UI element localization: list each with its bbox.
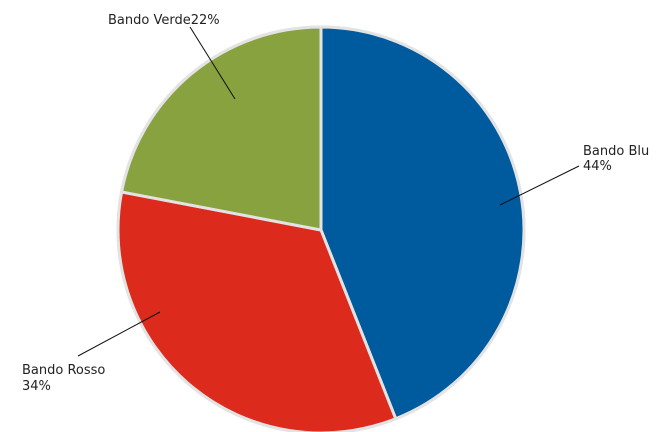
label-group-blu: Bando Blu 44% xyxy=(499,144,649,206)
slice-value-rosso: 34% xyxy=(22,379,51,394)
pie-slice-bando-verde xyxy=(120,25,323,232)
pie-slice-bando-blu xyxy=(319,25,526,421)
leader-line-rosso xyxy=(77,311,161,357)
leader-line-verde xyxy=(189,26,236,100)
slice-label-verde: Bando Verde22% xyxy=(108,13,220,28)
label-group-verde: Bando Verde22% xyxy=(108,13,236,100)
label-group-rosso: Bando Rosso 34% xyxy=(22,311,161,394)
slice-label-blu: Bando Blu xyxy=(583,144,649,159)
leader-line-blu xyxy=(499,165,580,206)
pie-slices xyxy=(116,25,526,432)
slice-label-rosso: Bando Rosso xyxy=(22,363,105,378)
slice-value-blu: 44% xyxy=(583,159,612,174)
